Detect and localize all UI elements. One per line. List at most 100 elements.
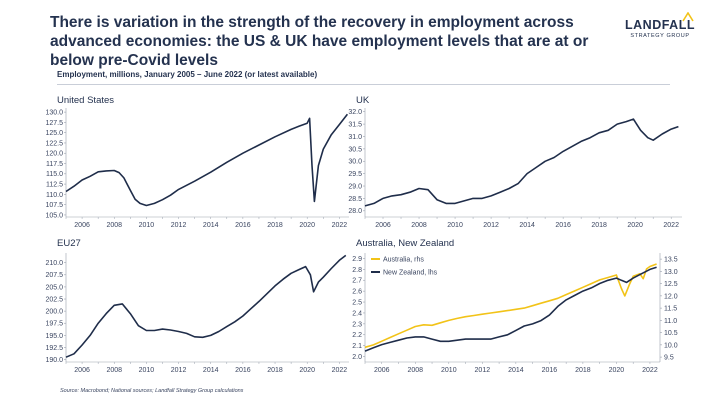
logo-mark-icon <box>682 12 694 22</box>
page-title: There is variation in the strength of th… <box>50 14 589 69</box>
uk-x-tick-label: 2008 <box>411 222 427 229</box>
aus-nz-y-tick-label: 2.5 <box>352 299 362 306</box>
eu27-x-tick-label: 2020 <box>299 367 315 374</box>
aus-nz-y-tick-label: 2.4 <box>352 310 362 317</box>
us-x-tick-label: 2010 <box>139 222 155 229</box>
eu27-y-tick-label: 192.5 <box>45 345 63 352</box>
eu27-y-tick-label: 195.0 <box>45 333 63 340</box>
aus-nz-x-tick-label: 2022 <box>642 367 658 374</box>
us-y-tick-label: 130.0 <box>45 110 63 117</box>
eu27-y-tick-label: 202.5 <box>45 296 63 303</box>
eu27-x-tick-label: 2014 <box>203 367 219 374</box>
eu27-x-tick-label: 2008 <box>106 367 122 374</box>
uk-x-tick-label: 2018 <box>591 222 607 229</box>
us-y-tick-label: 112.5 <box>46 181 63 188</box>
uk-y-tick-label: 28.0 <box>348 208 362 215</box>
us-y-tick-label: 120.0 <box>45 151 63 158</box>
us-y-tick-label: 117.5 <box>46 161 63 168</box>
aus-nz-x-tick-label: 2016 <box>542 367 558 374</box>
aus-nz-y-right-tick-label: 9.5 <box>664 355 674 362</box>
eu27-y-tick-label: 200.0 <box>45 309 63 316</box>
us-x-tick-label: 2012 <box>171 222 187 229</box>
eu27-y-tick-label: 190.0 <box>45 357 63 364</box>
uk-y-tick-label: 32.0 <box>348 109 362 116</box>
aus-nz-x-tick-label: 2012 <box>475 367 491 374</box>
uk-x-tick-label: 2012 <box>483 222 499 229</box>
aus-nz-y-right-tick-label: 11.5 <box>664 306 677 313</box>
us-x-tick-label: 2022 <box>332 222 348 229</box>
uk-x-tick-label: 2014 <box>519 222 535 229</box>
aus-nz-y-tick-label: 2.3 <box>352 321 362 328</box>
eu27-series-line-0 <box>65 254 347 358</box>
uk-x-tick-label: 2020 <box>627 222 643 229</box>
aus-nz-y-tick-label: 2.7 <box>352 278 362 285</box>
logo: LANDFALL STRATEGY GROUP <box>620 12 700 39</box>
source-note: Source: Macrobond; National sources; Lan… <box>60 388 244 394</box>
chart-title-us: United States <box>57 95 115 106</box>
eu27-y-tick-label: 205.0 <box>45 284 63 291</box>
us-y-tick-label: 125.0 <box>45 130 63 137</box>
aus-nz-y-right-tick-label: 10.5 <box>664 330 678 337</box>
uk-y-tick-label: 29.0 <box>348 183 362 190</box>
uk-y-tick-label: 31.5 <box>348 122 362 129</box>
aus-nz-y-right-tick-label: 11.0 <box>664 318 677 325</box>
aus-nz-x-tick-label: 2006 <box>374 367 390 374</box>
aus-nz-x-tick-label: 2014 <box>508 367 524 374</box>
uk-series-line-0 <box>364 118 679 207</box>
legend-label: Australia, rhs <box>383 256 424 263</box>
us-y-tick-label: 105.0 <box>45 212 63 219</box>
uk-y-tick-label: 31.0 <box>348 134 362 141</box>
aus-nz-y-tick-label: 2.1 <box>352 343 362 350</box>
eu27-x-tick-label: 2016 <box>235 367 251 374</box>
aus-nz-y-tick-label: 2.0 <box>352 354 362 361</box>
us-series-line-0 <box>65 113 349 207</box>
aus-nz-series-line-new-zealand-lhs <box>364 266 657 352</box>
aus-nz-x-tick-label: 2020 <box>609 367 625 374</box>
us-y-tick-label: 122.5 <box>45 140 63 147</box>
uk-x-tick-label: 2010 <box>447 222 463 229</box>
eu27-x-tick-label: 2006 <box>74 367 90 374</box>
legend-label: New Zealand, lhs <box>383 269 438 276</box>
aus-nz-y-tick-label: 2.6 <box>352 289 362 296</box>
eu27-x-tick-label: 2018 <box>267 367 283 374</box>
aus-nz-y-tick-label: 2.8 <box>352 267 362 274</box>
subtitle-bar: Employment, millions, January 2005 – Jun… <box>57 68 670 85</box>
aus-nz-y-right-tick-label: 12.5 <box>664 281 678 288</box>
uk-x-tick-label: 2016 <box>555 222 571 229</box>
uk-y-tick-label: 29.5 <box>348 171 362 178</box>
us-y-tick-label: 127.5 <box>45 120 63 127</box>
eu27-y-tick-label: 210.0 <box>45 260 63 267</box>
uk-x-tick-label: 2006 <box>375 222 391 229</box>
us-x-tick-label: 2020 <box>299 222 315 229</box>
uk-y-tick-label: 30.5 <box>348 146 362 153</box>
aus-nz-y-right-tick-label: 10.0 <box>664 342 678 349</box>
aus-nz-y-right-tick-label: 12.0 <box>664 293 678 300</box>
chart-title-uk: UK <box>356 95 370 106</box>
us-x-tick-label: 2016 <box>235 222 251 229</box>
chart-title-eu27: EU27 <box>57 238 81 249</box>
us-x-tick-label: 2018 <box>267 222 283 229</box>
eu27-x-tick-label: 2012 <box>171 367 187 374</box>
us-x-tick-label: 2008 <box>106 222 122 229</box>
uk-x-tick-label: 2022 <box>663 222 679 229</box>
eu27-y-tick-label: 207.5 <box>45 272 63 279</box>
logo-name: LANDFALL <box>625 18 695 32</box>
aus-nz-x-tick-label: 2008 <box>407 367 423 374</box>
eu27-x-tick-label: 2010 <box>139 367 155 374</box>
aus-nz-y-tick-label: 2.9 <box>352 256 362 263</box>
us-x-tick-label: 2006 <box>74 222 90 229</box>
us-y-tick-label: 107.5 <box>45 202 63 209</box>
uk-y-tick-label: 28.5 <box>348 196 362 203</box>
aus-nz-x-tick-label: 2010 <box>441 367 457 374</box>
aus-nz-y-tick-label: 2.2 <box>352 332 362 339</box>
eu27-x-tick-label: 2022 <box>332 367 348 374</box>
aus-nz-x-tick-label: 2018 <box>575 367 591 374</box>
aus-nz-series-line-australia-rhs <box>364 263 657 349</box>
chart-title-aus-nz: Australia, New Zealand <box>356 238 455 249</box>
aus-nz-y-right-tick-label: 13.0 <box>664 269 678 276</box>
us-x-tick-label: 2014 <box>203 222 219 229</box>
us-y-tick-label: 115.0 <box>46 171 63 178</box>
uk-y-tick-label: 30.0 <box>348 159 362 166</box>
eu27-y-tick-label: 197.5 <box>45 321 63 328</box>
